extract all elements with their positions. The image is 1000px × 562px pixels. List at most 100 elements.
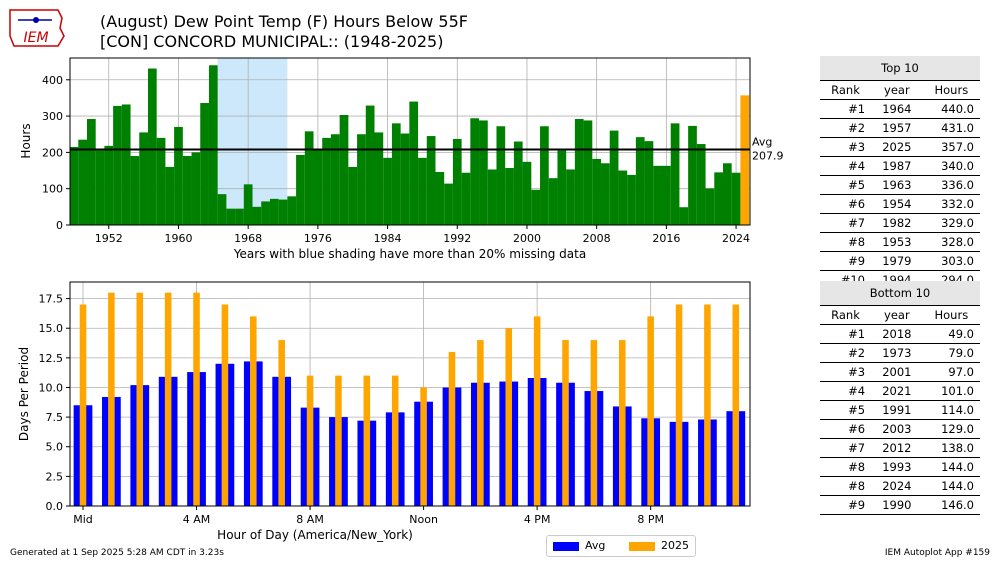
bar-2025-9 — [335, 375, 342, 506]
bottom10-row: #5 1991 114.0 — [820, 400, 980, 420]
tick-label-x: 2024 — [722, 232, 750, 245]
tick-label-x: Noon — [409, 513, 438, 526]
hours-cell: 79.0 — [922, 343, 980, 363]
bar-1992 — [452, 138, 462, 225]
bar-2025-20 — [647, 316, 654, 506]
chart-legend: Avg 2025 — [546, 535, 696, 557]
rank-cell: #7 — [820, 438, 872, 458]
hours-cell: 144.0 — [922, 476, 980, 496]
top10-row: #2 1957 431.0 — [820, 118, 980, 138]
bar-2001 — [531, 189, 541, 225]
bar-2025-10 — [363, 375, 371, 506]
bar-1999 — [513, 141, 523, 225]
tick-label-x: 1992 — [443, 232, 471, 245]
year-cell: 1979 — [871, 251, 923, 271]
year-cell: 1963 — [871, 175, 923, 195]
tick-label-y: 7.5 — [46, 411, 64, 424]
bar-1958 — [156, 137, 166, 225]
top10-row: #7 1982 329.0 — [820, 213, 980, 233]
bar-2025-23 — [732, 304, 740, 506]
bar-1966 — [226, 208, 236, 225]
bar-1985 — [391, 123, 401, 225]
bar-1968 — [243, 184, 253, 225]
bar-2025-0 — [79, 304, 87, 506]
bar-1989 — [426, 136, 436, 225]
bar-1987 — [409, 101, 419, 225]
hours-cell: 336.0 — [922, 175, 980, 195]
bottom10-row: #3 2001 97.0 — [820, 362, 980, 382]
year-cell: 2018 — [871, 324, 923, 344]
bar-2025-18 — [590, 340, 598, 506]
hours-cell: 144.0 — [922, 457, 980, 477]
iem-logo: IEM — [9, 9, 65, 47]
bar-1949 — [78, 139, 87, 225]
bar-2005 — [566, 169, 575, 225]
tick-label-x: 8 AM — [296, 513, 324, 526]
hours-cell: 332.0 — [922, 194, 980, 214]
col-year: year — [871, 80, 923, 100]
bar-1990 — [435, 171, 445, 225]
bar-1969 — [252, 206, 262, 225]
tick-label-x: 8 PM — [637, 513, 664, 526]
top10-row: #4 1987 340.0 — [820, 156, 980, 176]
bar-1964 — [208, 65, 218, 226]
hours-cell: 431.0 — [922, 118, 980, 138]
year-cell: 2024 — [871, 476, 923, 496]
bar-2006 — [574, 118, 584, 225]
bar-1995 — [479, 120, 488, 225]
rank-cell: #4 — [820, 156, 872, 176]
year-cell: 1993 — [871, 457, 923, 477]
col-year: year — [871, 305, 923, 325]
tick-label-y: 200 — [42, 146, 63, 159]
year-cell: 1973 — [871, 343, 923, 363]
bar-1981 — [357, 134, 366, 225]
rank-cell: #8 — [820, 232, 872, 252]
tick-label-x: 4 PM — [524, 513, 551, 526]
bar-2025-22 — [704, 304, 711, 506]
bottom10-row: #8 1993 144.0 — [820, 457, 980, 477]
plot2-xlabel: Hour of Day (America/New_York) — [217, 528, 413, 542]
legend-swatch-2025 — [629, 542, 655, 551]
tick-label-x: 1968 — [234, 232, 262, 245]
rank-cell: #3 — [820, 362, 872, 382]
hours-cell: 357.0 — [922, 137, 980, 157]
hours-cell: 97.0 — [922, 362, 980, 382]
legend-label-2025: 2025 — [661, 539, 689, 552]
bar-2003 — [548, 178, 558, 225]
bar-1977 — [322, 137, 331, 225]
hourly-days-chart: 0.0 2.5 5.0 7.5 10.0 12.5 15.0 17.5 Mid 4 AM 8 AM N… — [17, 281, 751, 542]
bar-1991 — [444, 183, 453, 225]
tick-label-y: 17.5 — [39, 293, 64, 306]
bar-2025-16 — [533, 316, 541, 506]
year-cell: 2025 — [871, 137, 923, 157]
bar-2009 — [601, 163, 610, 225]
rank-cell: #2 — [820, 118, 872, 138]
hours-cell: 138.0 — [922, 438, 980, 458]
year-cell: 1957 — [871, 118, 923, 138]
rank-cell: #9 — [820, 495, 872, 515]
bar-1982 — [365, 105, 375, 225]
bar-2010 — [609, 130, 619, 225]
generated-note: Generated at 1 Sep 2025 5:28 AM CDT in 3… — [10, 548, 224, 558]
year-cell: 2012 — [871, 438, 923, 458]
bottom10-row: #9 1990 146.0 — [820, 495, 980, 515]
bar-2025-7 — [278, 340, 285, 506]
bar-2025-13 — [448, 351, 456, 506]
tick-label-x: 1952 — [95, 232, 123, 245]
tick-label-y: 100 — [42, 183, 63, 196]
bar-2025-19 — [618, 340, 626, 506]
plot1-ylabel: Hours — [19, 123, 33, 158]
hours-cell: 146.0 — [922, 495, 980, 515]
bar-1970 — [261, 201, 270, 225]
bar-1976 — [313, 148, 323, 225]
hours-cell: 340.0 — [922, 156, 980, 176]
hours-cell: 440.0 — [922, 99, 980, 119]
legend-label-avg: Avg — [585, 539, 606, 552]
bar-1965 — [217, 194, 227, 225]
bar-1953 — [113, 105, 122, 225]
tick-label-y: 15.0 — [39, 322, 64, 335]
tick-label-x: 1984 — [374, 232, 402, 245]
year-cell: 2003 — [871, 419, 923, 439]
year-cell: 1982 — [871, 213, 923, 233]
